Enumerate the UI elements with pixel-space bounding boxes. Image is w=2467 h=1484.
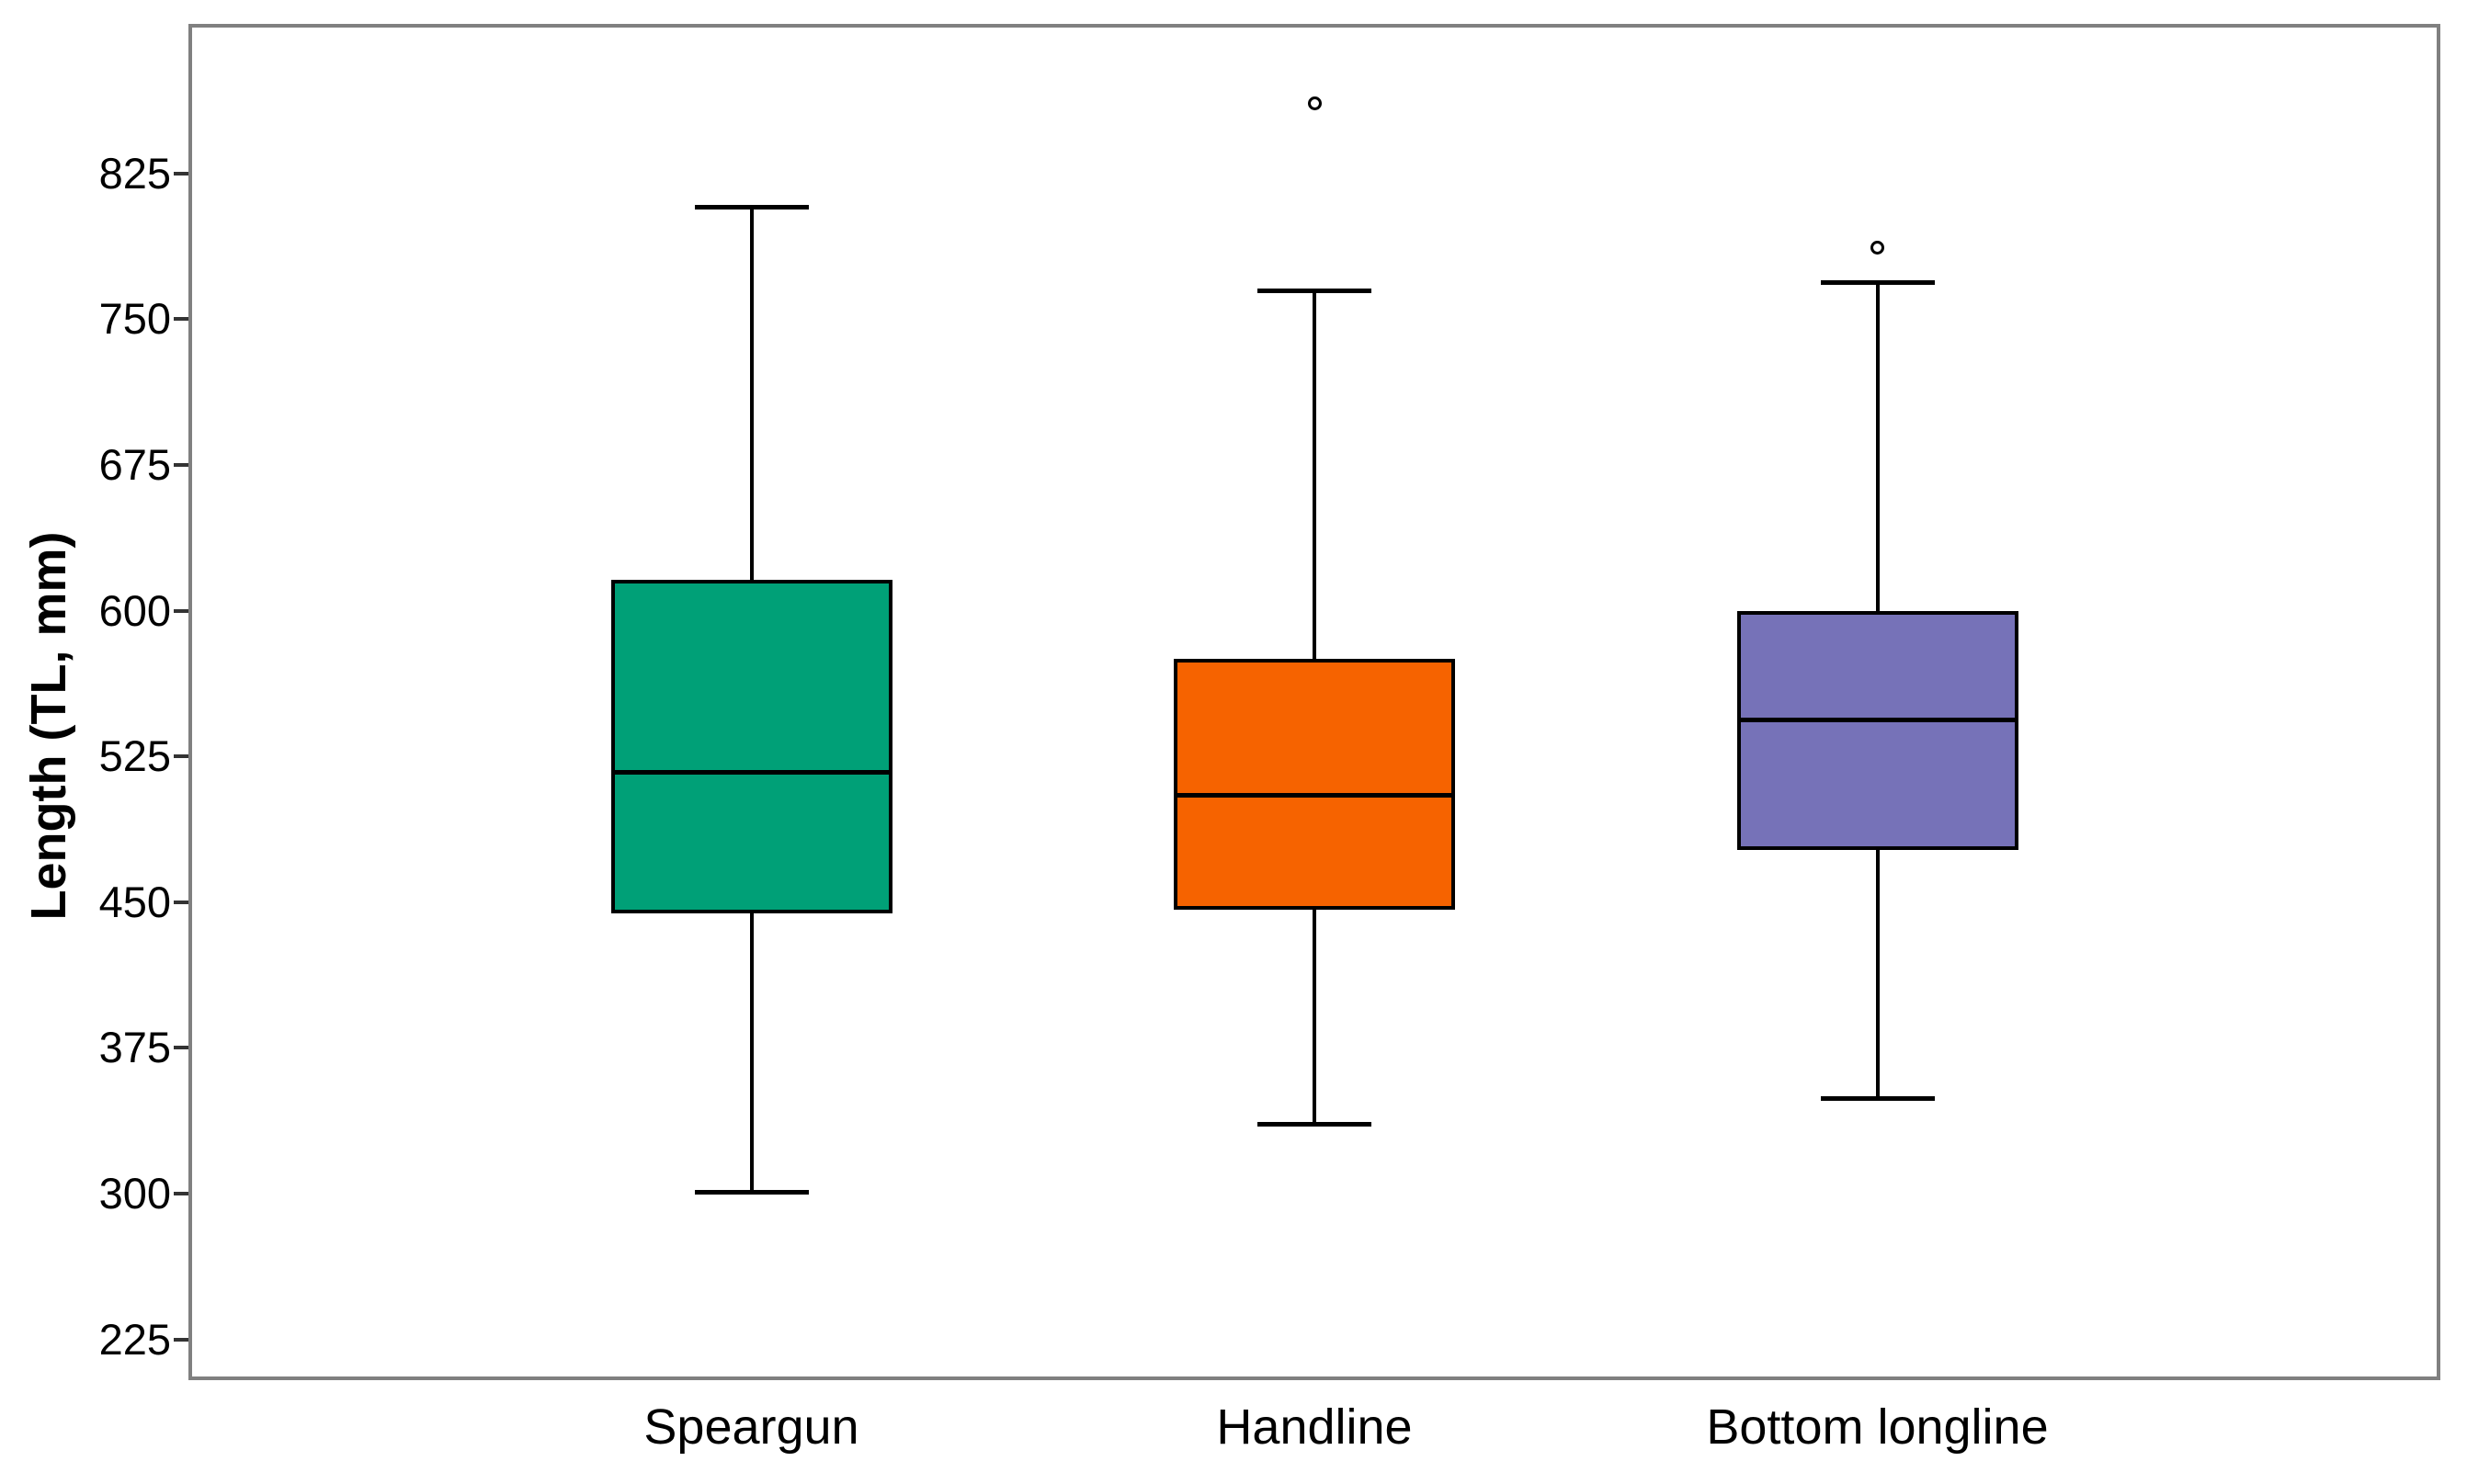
- y-tick-label: 750: [98, 294, 171, 344]
- y-tick-mark: [174, 608, 188, 613]
- y-tick-label: 825: [98, 148, 171, 198]
- y-tick-label: 375: [98, 1023, 171, 1072]
- y-tick-label: 450: [98, 877, 171, 926]
- median-line: [1174, 793, 1455, 798]
- y-tick-label: 300: [98, 1168, 171, 1218]
- x-category-label: Speargun: [643, 1399, 859, 1455]
- x-category-label: Handline: [1216, 1399, 1413, 1455]
- y-tick-mark: [174, 1046, 188, 1050]
- y-tick-mark: [174, 754, 188, 759]
- y-tick-label: 600: [98, 585, 171, 635]
- whisker-cap-top: [694, 204, 809, 210]
- y-tick-mark: [174, 171, 188, 176]
- box: [1736, 610, 2018, 850]
- y-tick-mark: [174, 1337, 188, 1342]
- x-category-label: Bottom longline: [1706, 1399, 2049, 1455]
- y-tick-mark: [174, 463, 188, 468]
- whisker-cap-bottom: [1820, 1096, 1935, 1102]
- y-tick-label: 525: [98, 731, 171, 781]
- whisker-cap-top: [1257, 288, 1371, 293]
- whisker-cap-top: [1820, 280, 1935, 286]
- whisker-cap-bottom: [694, 1189, 809, 1195]
- median-line: [610, 769, 892, 775]
- y-tick-label: 675: [98, 440, 171, 490]
- y-tick-label: 225: [98, 1314, 171, 1364]
- y-tick-mark: [174, 900, 188, 904]
- y-tick-mark: [174, 1191, 188, 1195]
- median-line: [1736, 717, 2018, 722]
- y-tick-mark: [174, 317, 188, 322]
- outlier-point: [1870, 240, 1884, 255]
- box: [1174, 659, 1455, 911]
- box: [610, 579, 892, 914]
- whisker-cap-bottom: [1257, 1121, 1371, 1127]
- outlier-point: [1307, 96, 1322, 111]
